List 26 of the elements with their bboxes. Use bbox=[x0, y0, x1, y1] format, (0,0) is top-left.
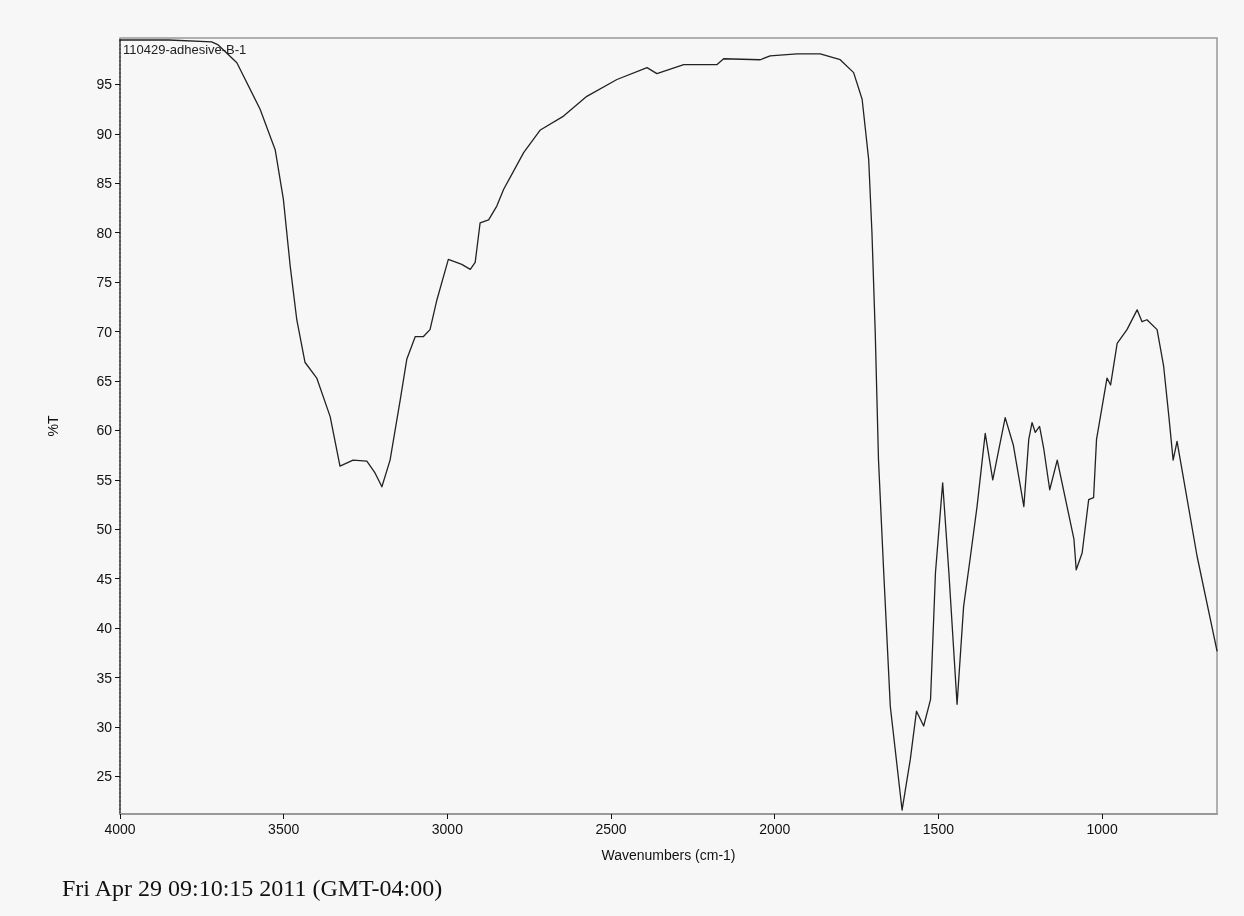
y-tick-label: 45 bbox=[96, 570, 113, 587]
y-tick-label: 65 bbox=[96, 373, 113, 390]
y-tick-label: 70 bbox=[96, 323, 113, 340]
line-series bbox=[119, 39, 1218, 811]
x-tick-label: 3000 bbox=[431, 821, 464, 837]
y-tick-label: 55 bbox=[96, 471, 113, 488]
y-tick-label: 30 bbox=[96, 719, 113, 736]
x-tick-label: 2000 bbox=[759, 821, 791, 837]
y-tick-label: 80 bbox=[96, 224, 113, 241]
y-tick-label: 25 bbox=[96, 768, 113, 785]
y-tick-label: 60 bbox=[96, 422, 113, 439]
y-tick-label: 95 bbox=[96, 76, 113, 93]
y-tick-label: 85 bbox=[96, 175, 113, 192]
x-tick-label: 1500 bbox=[922, 821, 955, 837]
x-tick-label: 2500 bbox=[595, 821, 627, 837]
y-tick-label: 35 bbox=[96, 669, 113, 686]
y-axis-title: %T bbox=[45, 415, 61, 437]
y-tick-label: 40 bbox=[96, 620, 113, 637]
x-tick-label: 3500 bbox=[268, 821, 300, 837]
y-tick-label: 75 bbox=[96, 274, 113, 291]
x-tick-label: 1000 bbox=[1086, 821, 1118, 837]
y-tick-label: 50 bbox=[96, 521, 113, 538]
x-axis-title: Wavenumbers (cm-1) bbox=[601, 847, 736, 863]
text: Fri Apr 29 09:10:15 2011 (GMT-04:00) bbox=[62, 875, 443, 901]
x-tick-label: 4000 bbox=[104, 821, 136, 837]
y-tick-label: 90 bbox=[96, 125, 113, 142]
